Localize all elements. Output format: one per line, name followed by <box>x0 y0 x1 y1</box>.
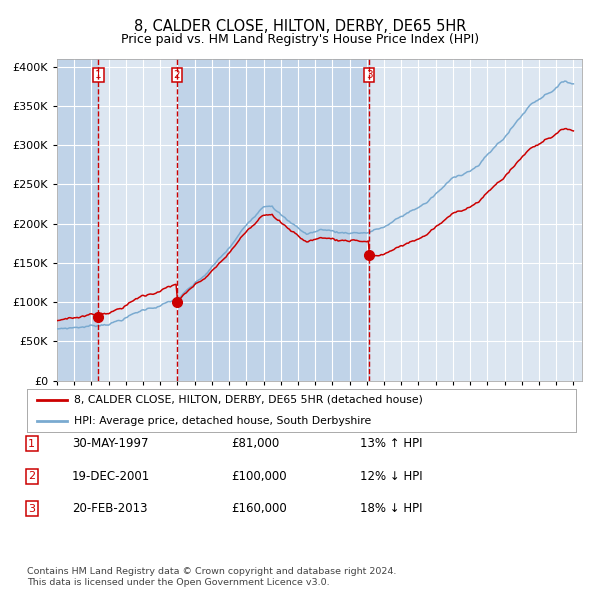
Text: 19-DEC-2001: 19-DEC-2001 <box>72 470 150 483</box>
Text: This data is licensed under the Open Government Licence v3.0.: This data is licensed under the Open Gov… <box>27 578 329 587</box>
Text: £100,000: £100,000 <box>231 470 287 483</box>
Text: 12% ↓ HPI: 12% ↓ HPI <box>360 470 422 483</box>
Text: 2: 2 <box>28 471 35 481</box>
Text: HPI: Average price, detached house, South Derbyshire: HPI: Average price, detached house, Sout… <box>74 416 371 426</box>
Text: £160,000: £160,000 <box>231 502 287 515</box>
Text: 1: 1 <box>95 70 102 80</box>
Bar <box>177 59 369 381</box>
Text: 1: 1 <box>28 439 35 448</box>
Text: 30-MAY-1997: 30-MAY-1997 <box>72 437 149 450</box>
Text: 8, CALDER CLOSE, HILTON, DERBY, DE65 5HR (detached house): 8, CALDER CLOSE, HILTON, DERBY, DE65 5HR… <box>74 395 422 405</box>
Text: Price paid vs. HM Land Registry's House Price Index (HPI): Price paid vs. HM Land Registry's House … <box>121 33 479 46</box>
Text: 18% ↓ HPI: 18% ↓ HPI <box>360 502 422 515</box>
Text: Contains HM Land Registry data © Crown copyright and database right 2024.: Contains HM Land Registry data © Crown c… <box>27 566 397 576</box>
Text: 20-FEB-2013: 20-FEB-2013 <box>72 502 148 515</box>
Text: 13% ↑ HPI: 13% ↑ HPI <box>360 437 422 450</box>
Text: £81,000: £81,000 <box>231 437 279 450</box>
Text: 2: 2 <box>173 70 180 80</box>
Text: 3: 3 <box>28 504 35 513</box>
Text: 8, CALDER CLOSE, HILTON, DERBY, DE65 5HR: 8, CALDER CLOSE, HILTON, DERBY, DE65 5HR <box>134 19 466 34</box>
Text: 3: 3 <box>366 70 373 80</box>
Bar <box>57 59 98 381</box>
